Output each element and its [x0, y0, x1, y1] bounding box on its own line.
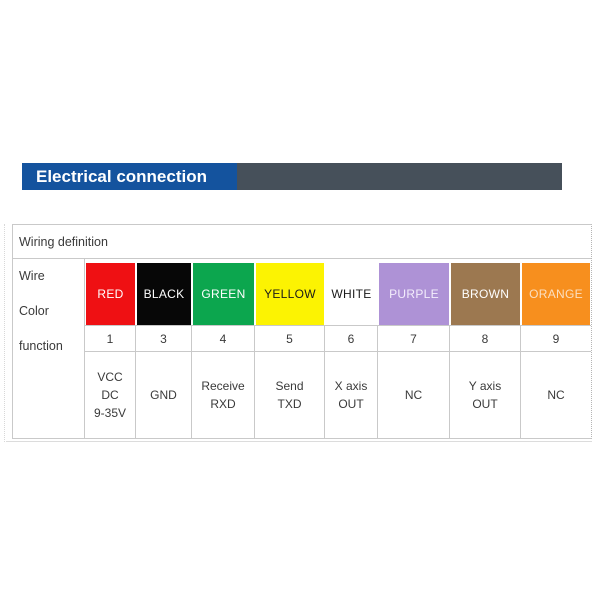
- pin-number-cell: 4: [192, 326, 255, 352]
- function-cell: Send TXD: [255, 352, 325, 438]
- wire-column-orange: ORANGE 9 NC: [521, 259, 591, 438]
- page-left-boundary: [4, 224, 5, 442]
- wire-color-cell: BLACK: [136, 259, 192, 326]
- function-cell: GND: [136, 352, 192, 438]
- function-cell: X axis OUT: [325, 352, 378, 438]
- color-swatch-white: WHITE: [326, 263, 377, 325]
- function-cell: Receive RXD: [192, 352, 255, 438]
- wire-column-red: RED 1 VCC DC 9-35V: [85, 259, 136, 438]
- section-title: Electrical connection: [22, 163, 237, 190]
- color-swatch-red: RED: [86, 263, 135, 325]
- color-swatch-orange: ORANGE: [522, 263, 590, 325]
- row-label-color: Color: [19, 304, 49, 318]
- function-cell: Y axis OUT: [450, 352, 521, 438]
- color-swatch-yellow: YELLOW: [256, 263, 324, 325]
- function-cell: NC: [378, 352, 450, 438]
- wire-column-black: BLACK 3 GND: [136, 259, 192, 438]
- section-header-bar: Electrical connection: [22, 163, 562, 190]
- pin-number-cell: 7: [378, 326, 450, 352]
- function-cell: NC: [547, 388, 565, 402]
- wire-color-cell: WHITE: [325, 259, 378, 326]
- pin-number-cell: 6: [325, 326, 378, 352]
- wire-color-cell: ORANGE: [521, 259, 591, 326]
- wire-column-green: GREEN 4 Receive RXD: [192, 259, 255, 438]
- pin-number-cell: 8: [450, 326, 521, 352]
- wire-column-purple: PURPLE 7 NC: [378, 259, 450, 438]
- wire-color-cell: GREEN: [192, 259, 255, 326]
- color-swatch-brown: BROWN: [451, 263, 520, 325]
- page-bottom-boundary: [6, 441, 592, 442]
- wire-column-white: WHITE 6 X axis OUT: [325, 259, 378, 438]
- pin-number-cell: 9: [521, 326, 591, 352]
- table-columns: RED 1 VCC DC 9-35V BLACK 3 GND GREEN 4 Receive R…: [85, 259, 591, 438]
- pin-number-cell: 1: [85, 326, 136, 352]
- color-swatch-purple: PURPLE: [379, 263, 449, 325]
- section-header-gray-bar: [237, 163, 562, 190]
- table-caption: Wiring definition: [19, 234, 108, 249]
- wiring-definition-table: Wiring definition Wire Color function RE…: [12, 224, 592, 439]
- pin-number-cell: 3: [136, 326, 192, 352]
- function-cell: VCC DC 9-35V: [85, 352, 136, 438]
- row-labels-cell: Wire Color function: [13, 259, 85, 438]
- row-label-wire: Wire: [19, 269, 45, 283]
- table-body: Wire Color function RED 1 VCC DC 9-35V BLAC…: [13, 259, 591, 438]
- wire-color-cell: BROWN: [450, 259, 521, 326]
- color-swatch-black: BLACK: [137, 263, 191, 325]
- pin-number-cell: 5: [255, 326, 325, 352]
- wire-column-yellow: YELLOW 5 Send TXD: [255, 259, 325, 438]
- row-label-function: function: [19, 339, 63, 353]
- wire-color-cell: PURPLE: [378, 259, 450, 326]
- wire-color-cell: YELLOW: [255, 259, 325, 326]
- table-caption-row: Wiring definition: [13, 225, 591, 259]
- wire-color-cell: RED: [85, 259, 136, 326]
- color-swatch-green: GREEN: [193, 263, 254, 325]
- wire-column-brown: BROWN 8 Y axis OUT: [450, 259, 521, 438]
